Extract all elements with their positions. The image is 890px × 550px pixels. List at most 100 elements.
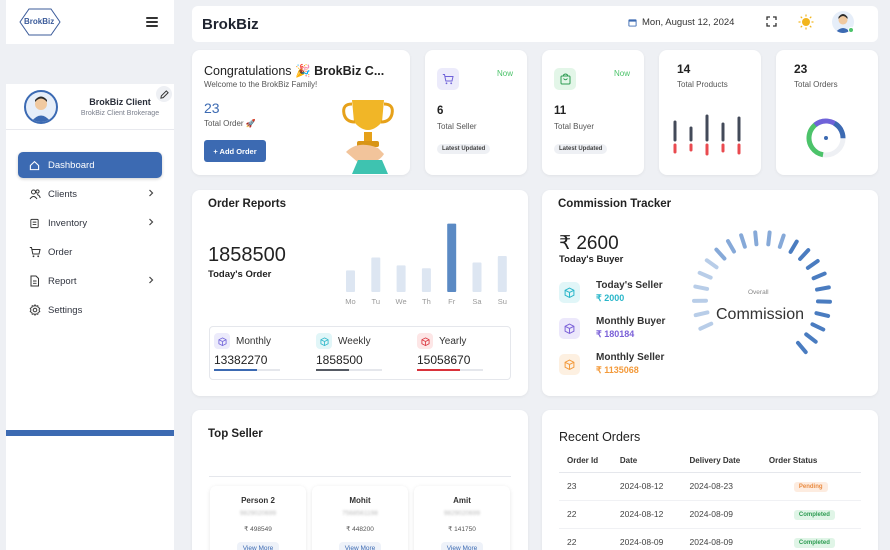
commission-row-label: Monthly Seller [596,352,665,363]
view-more-button[interactable]: View More [440,542,484,550]
gauge-tick [788,239,799,254]
edit-profile-button[interactable] [156,86,172,102]
period-value: 15058670 [417,353,471,367]
box-icon [28,217,41,230]
fullscreen-icon[interactable] [766,16,777,27]
chart-bar[interactable] [396,265,406,292]
order-status-cell: Completed [760,528,861,550]
seller-amount: ₹ 141750 [448,526,476,533]
document-icon [28,275,41,288]
sidebar-item-label: Dashboard [48,159,95,171]
chart-bar[interactable] [472,262,482,292]
sidebar-item-settings[interactable]: Settings [18,297,162,323]
todays-order-value: 1858500 [208,244,286,266]
chart-bar[interactable] [421,268,431,292]
shopping-bag-icon [554,68,576,90]
total-seller-card: Now 6 Total Seller Latest Updated [425,50,527,175]
period-monthly[interactable]: Monthly 13382270 [214,333,304,367]
seller-amount: ₹ 448200 [346,526,374,533]
view-more-button[interactable]: View More [338,542,382,550]
chart-bar[interactable] [447,223,457,292]
sidebar-item-report[interactable]: Report [18,268,162,294]
gauge-tick [805,258,820,270]
congrats-title: Congratulations 🎉 BrokBiz C... [204,64,385,78]
x-tick-label: Sa [472,297,482,306]
cube-icon [214,333,230,349]
chart-bar[interactable] [346,270,355,292]
cart-icon [28,246,41,259]
period-yearly[interactable]: Yearly 15058670 [417,333,507,367]
order-status-cell: Completed [760,500,861,529]
products-sparkline [673,114,741,156]
column-header[interactable]: Delivery Date [681,449,761,473]
latest-updated-badge: Latest Updated [437,144,491,154]
commission-label: Today's Buyer [559,254,624,265]
sidebar-item-dashboard[interactable]: Dashboard [18,152,162,178]
gauge-tick [798,248,811,261]
commission-tracker-card: Commission Tracker ₹ 2600 Today's Buyer … [542,190,878,396]
gauge-tick [804,332,818,344]
chart-bar[interactable] [371,257,381,292]
table-row[interactable]: 22 2024-08-12 2024-08-09 Completed [559,500,861,529]
menu-toggle-icon[interactable] [146,17,158,27]
total-seller-value: 6 [437,105,444,117]
date-display: Mon, August 12, 2024 [628,17,734,28]
commission-value: ₹ 2600 [559,233,619,254]
status-badge: Completed [793,510,835,520]
order-reports-title: Order Reports [208,198,286,210]
commission-title: Commission Tracker [558,198,672,210]
sidebar-item-inventory[interactable]: Inventory [18,210,162,236]
order-id: 22 [559,528,612,550]
gear-icon [28,304,41,317]
sidebar-item-clients[interactable]: Clients [18,181,162,207]
table-row[interactable]: 23 2024-08-12 2024-08-23 Pending [559,472,861,501]
column-header[interactable]: Order Status [760,449,861,473]
gauge-tick [739,233,747,249]
progress-bar [214,369,280,371]
gauge-tick [704,258,719,270]
total-products-value: 14 [677,62,691,76]
top-bar: BrokBiz Mon, August 12, 2024 [192,6,878,42]
commission-row-value: ₹ 180184 [596,329,635,339]
sun-icon[interactable] [798,14,814,30]
cube-icon [559,318,580,339]
gauge-tick [698,321,714,331]
gauge-tick [795,340,808,355]
recent-orders-table: Order Id Date Delivery Date Order Status… [559,449,861,550]
order-date: 2024-08-12 [611,500,682,529]
progress-fill [214,369,257,371]
view-more-button[interactable]: View More [236,542,280,550]
total-order-label: Total Order 🚀 [204,119,256,128]
order-id: 22 [559,500,612,529]
avatar[interactable] [24,89,58,124]
order-id: 23 [559,472,612,501]
total-order-value: 23 [204,100,220,116]
congrats-card: Congratulations 🎉 BrokBiz C... Welcome t… [192,50,410,175]
table-row[interactable]: 22 2024-08-09 2024-08-09 Completed [559,528,861,550]
seller-card: Amit 9829020699 ₹ 141750 View More [414,486,510,550]
add-order-button[interactable]: + Add Order [204,140,266,162]
period-label: Monthly [236,335,272,347]
chart-bar[interactable] [497,256,507,292]
seller-amount: ₹ 498549 [244,526,272,533]
chevron-right-icon [149,189,154,197]
delivery-date: 2024-08-23 [681,472,761,501]
total-buyer-card: Now 11 Total Buyer Latest Updated [542,50,644,175]
period-value: 13382270 [214,353,268,367]
order-reports-card: Order Reports 1858500 Today's Order Mo Tu… [192,190,528,396]
sidebar-item-order[interactable]: Order [18,239,162,265]
period-weekly[interactable]: Weekly 1858500 [316,333,406,367]
brand-logo[interactable]: BrokBiz [18,6,62,38]
now-badge: Now [496,69,513,78]
sidebar-item-label: Order [48,246,73,258]
top-seller-title: Top Seller [208,428,263,440]
gauge-tick [693,310,710,318]
column-header[interactable]: Date [611,449,682,473]
x-tick-label: Su [498,297,507,306]
delivery-date: 2024-08-09 [681,500,761,529]
latest-updated-badge: Latest Updated [554,144,608,154]
progress-bar [316,369,382,371]
gauge-title: Commission [716,306,805,323]
gauge-tick [726,239,736,254]
column-header[interactable]: Order Id [559,449,612,473]
